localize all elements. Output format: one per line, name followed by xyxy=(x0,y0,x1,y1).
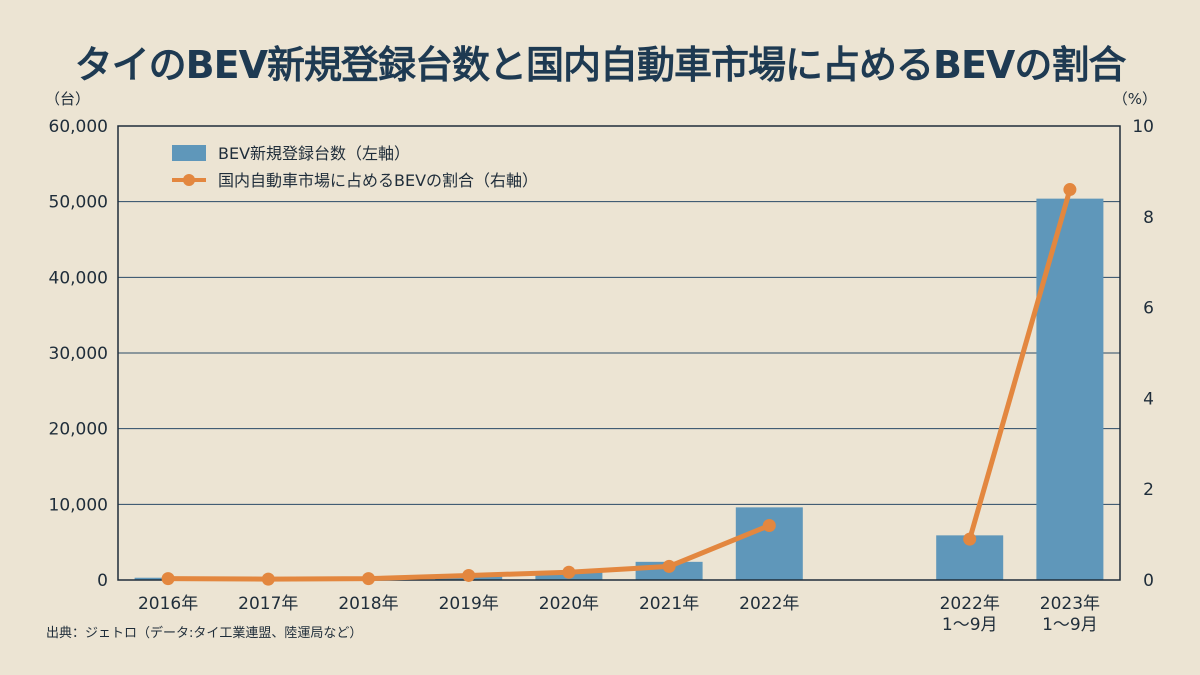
x-tick-label: 2017年 xyxy=(238,594,298,614)
x-tick-label: 2018年 xyxy=(338,594,398,614)
plot-area-frame xyxy=(117,125,1121,581)
right-tick-label: 6 xyxy=(1143,299,1154,319)
bar xyxy=(1036,198,1104,580)
legend: BEV新規登録台数（左軸） 国内自動車市場に占めるBEVの割合（右軸） xyxy=(172,144,538,190)
left-tick-label: 40,000 xyxy=(49,268,108,288)
x-axis-ticks: 2016年 2017年 2018年 2019年 2020年 2021年 2022年 2022年… xyxy=(138,594,1100,635)
right-tick-label: 0 xyxy=(1143,571,1154,591)
line-point xyxy=(362,572,375,586)
line-point xyxy=(462,568,476,582)
x-tick-label: 2022年 xyxy=(739,594,799,614)
line-point xyxy=(762,519,776,533)
line-point xyxy=(261,572,275,586)
x-tick-label: 2020年 xyxy=(539,594,599,614)
line-series-path xyxy=(967,188,1073,540)
left-tick-label: 60,000 xyxy=(49,117,108,137)
left-axis-unit: （台） xyxy=(45,90,90,108)
source-note: 出典：ジェトロ（データ:タイ工業連盟、陸運局など） xyxy=(46,626,363,641)
right-tick-label: 4 xyxy=(1143,389,1154,409)
line-point xyxy=(662,559,676,573)
left-tick-label: 0 xyxy=(97,571,108,591)
left-tick-label: 10,000 xyxy=(49,495,108,515)
left-tick-label: 20,000 xyxy=(49,420,108,440)
right-tick-label: 8 xyxy=(1143,208,1154,228)
share-line-series xyxy=(161,183,1077,586)
x-tick-label: 2019年 xyxy=(439,594,499,614)
bars xyxy=(134,198,1104,580)
right-tick-label: 2 xyxy=(1143,480,1154,500)
line-point xyxy=(161,572,175,586)
chart-title: タイのBEV新規登録台数と国内自動車市場に占めるBEVの割合 xyxy=(74,43,1127,87)
right-axis-unit: （%） xyxy=(1113,90,1157,108)
left-tick-label: 30,000 xyxy=(49,344,108,364)
legend-bar-label: BEV新規登録台数（左軸） xyxy=(218,144,410,163)
x-tick-label: 2021年 xyxy=(639,594,699,614)
right-axis-ticks: 0 2 4 6 8 10 xyxy=(1132,117,1154,591)
x-tick-label: 2023年 1〜9月 xyxy=(1040,594,1100,635)
line-point xyxy=(562,565,576,579)
bar xyxy=(735,507,803,580)
legend-line-marker xyxy=(183,174,195,186)
legend-line-label: 国内自動車市場に占めるBEVの割合（右軸） xyxy=(218,171,538,190)
legend-bar-swatch xyxy=(172,145,206,161)
x-tick-label: 2016年 xyxy=(138,594,198,614)
line-point xyxy=(963,532,977,546)
right-tick-label: 10 xyxy=(1132,117,1154,137)
line-point xyxy=(1063,183,1077,197)
x-tick-label: 2022年 1〜9月 xyxy=(940,594,1000,635)
gridlines xyxy=(118,201,1120,505)
left-tick-label: 50,000 xyxy=(49,193,108,213)
left-axis-ticks: 0 10,000 20,000 30,000 40,000 50,000 60,000 xyxy=(49,117,108,591)
